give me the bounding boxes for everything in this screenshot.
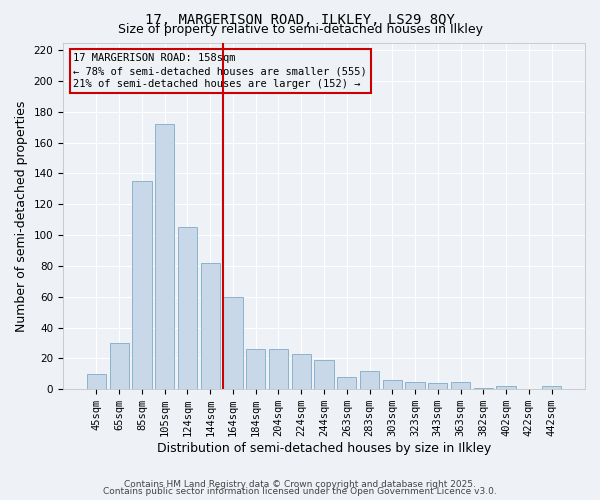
Bar <box>178 228 197 389</box>
Bar <box>110 343 129 389</box>
Bar <box>314 360 334 389</box>
Bar <box>132 181 152 389</box>
Bar <box>200 263 220 389</box>
Bar <box>451 382 470 389</box>
Text: Contains HM Land Registry data © Crown copyright and database right 2025.: Contains HM Land Registry data © Crown c… <box>124 480 476 489</box>
Bar <box>337 377 356 389</box>
Bar <box>269 349 288 389</box>
Bar <box>292 354 311 389</box>
Text: Size of property relative to semi-detached houses in Ilkley: Size of property relative to semi-detach… <box>118 22 482 36</box>
Bar <box>428 383 448 389</box>
Bar <box>87 374 106 389</box>
Bar <box>223 297 242 389</box>
Text: Contains public sector information licensed under the Open Government Licence v3: Contains public sector information licen… <box>103 487 497 496</box>
Bar <box>542 386 561 389</box>
Text: 17, MARGERISON ROAD, ILKLEY, LS29 8QY: 17, MARGERISON ROAD, ILKLEY, LS29 8QY <box>145 12 455 26</box>
X-axis label: Distribution of semi-detached houses by size in Ilkley: Distribution of semi-detached houses by … <box>157 442 491 455</box>
Bar <box>473 388 493 389</box>
Bar <box>246 349 265 389</box>
Text: 17 MARGERISON ROAD: 158sqm
← 78% of semi-detached houses are smaller (555)
21% o: 17 MARGERISON ROAD: 158sqm ← 78% of semi… <box>73 53 367 90</box>
Bar <box>360 370 379 389</box>
Y-axis label: Number of semi-detached properties: Number of semi-detached properties <box>15 100 28 332</box>
Bar <box>496 386 516 389</box>
Bar <box>383 380 402 389</box>
Bar <box>406 382 425 389</box>
Bar <box>155 124 175 389</box>
